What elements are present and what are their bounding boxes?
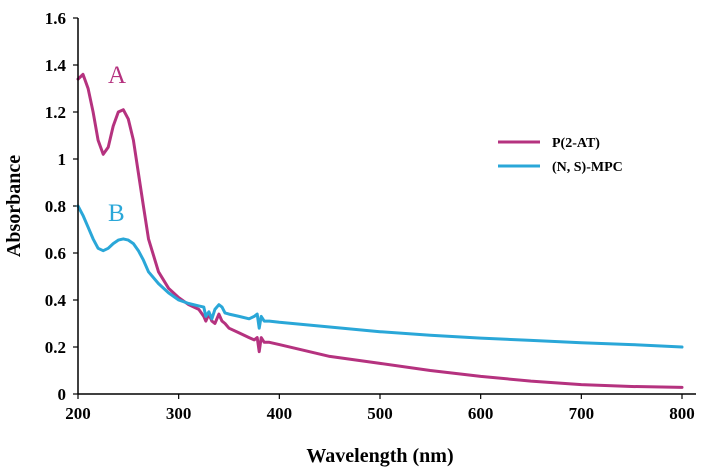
- x-axis-title: Wavelength (nm): [306, 445, 453, 467]
- y-tick-label: 1: [58, 150, 67, 169]
- legend: P(2-AT) (N, S)-MPC: [498, 136, 623, 175]
- x-tick-label: 500: [367, 404, 393, 423]
- annotation-a: A: [108, 62, 126, 89]
- x-axis-ticks: 200 300 400 500 600 700 800: [65, 394, 695, 423]
- y-tick-label: 0: [58, 385, 67, 404]
- legend-label-nsmpc: (N, S)-MPC: [552, 160, 623, 175]
- x-tick-label: 600: [468, 404, 494, 423]
- x-tick-label: 700: [569, 404, 595, 423]
- y-tick-label: 1.6: [45, 9, 66, 28]
- y-tick-label: 0.4: [45, 291, 67, 310]
- series-line-nsmpc: [76, 204, 684, 349]
- series-line-p2at: [76, 72, 684, 389]
- y-tick-label: 0.8: [45, 197, 66, 216]
- series-lines: [76, 72, 684, 389]
- x-tick-label: 300: [166, 404, 192, 423]
- y-tick-label: 0.2: [45, 338, 66, 357]
- y-tick-label: 1.4: [45, 56, 67, 75]
- x-tick-label: 800: [669, 404, 695, 423]
- y-axis-title: Absorbance: [3, 155, 25, 257]
- x-tick-label: 400: [267, 404, 293, 423]
- x-tick-label: 200: [65, 404, 91, 423]
- y-tick-label: 0.6: [45, 244, 66, 263]
- y-axis-ticks: 0 0.2 0.4 0.6 0.8 1 1.2 1.4 1.6: [45, 9, 78, 404]
- legend-label-p2at: P(2-AT): [552, 136, 600, 151]
- y-tick-label: 1.2: [45, 103, 66, 122]
- annotation-b: B: [108, 200, 125, 227]
